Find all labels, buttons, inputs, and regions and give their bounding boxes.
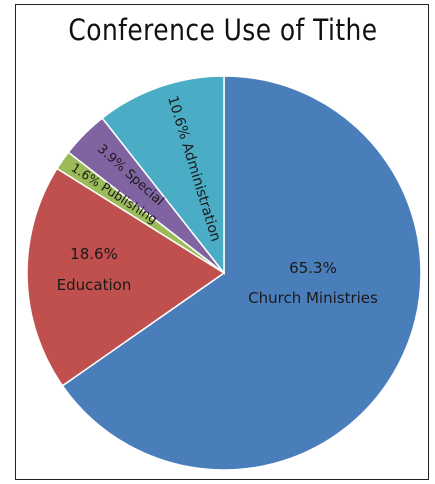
pie-slice-education xyxy=(26,167,226,387)
pie-slice-church-ministries xyxy=(61,75,422,471)
chart-title: Conference Use of Tithe xyxy=(68,13,378,47)
label-church-ministries-name: Church Ministries xyxy=(248,289,378,307)
label-education-pct: 18.6% xyxy=(70,245,118,263)
label-education-name: Education xyxy=(57,276,132,294)
pie-slice-administration xyxy=(101,75,225,276)
label-church-ministries-pct: 65.3% xyxy=(289,259,337,277)
pie-slices xyxy=(26,75,422,471)
